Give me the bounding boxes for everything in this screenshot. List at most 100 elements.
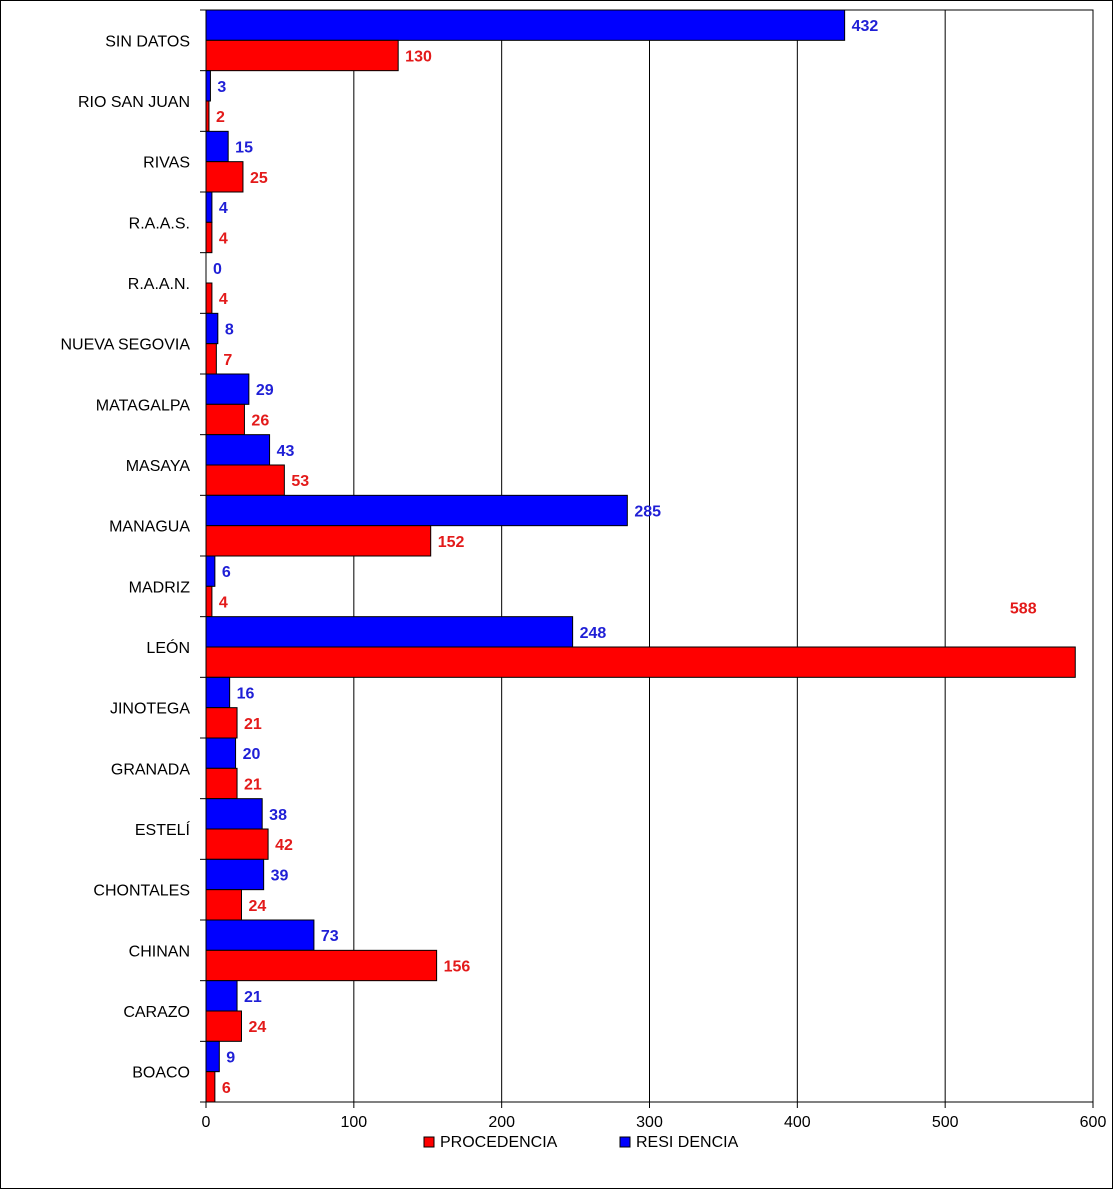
bar-procedencia xyxy=(205,221,213,254)
x-tick-label-500: 500 xyxy=(932,1114,959,1131)
category-label: CARAZO xyxy=(123,1004,190,1021)
bar-procedencia xyxy=(205,707,238,739)
category-label: MATAGALPA xyxy=(96,397,191,414)
bar-procedencia xyxy=(205,767,238,800)
data-label-residencia: 39 xyxy=(271,868,289,885)
data-label-residencia: 29 xyxy=(256,382,274,399)
bar-procedencia xyxy=(205,525,432,557)
data-label-procedencia: 588 xyxy=(1010,601,1037,618)
bar-residencia xyxy=(205,555,216,587)
data-label-procedencia: 21 xyxy=(244,777,262,794)
legend-label-0: PROCEDENCIA xyxy=(440,1134,558,1151)
data-label-procedencia: 21 xyxy=(244,716,262,733)
category-label: MADRIZ xyxy=(129,579,191,596)
bar-procedencia xyxy=(205,39,399,72)
bar-procedencia xyxy=(205,464,285,496)
data-label-procedencia: 130 xyxy=(405,49,432,66)
data-label-residencia: 20 xyxy=(243,746,261,763)
data-label-procedencia: 42 xyxy=(275,837,293,854)
data-label-residencia: 248 xyxy=(580,625,607,642)
bar-residencia xyxy=(205,616,574,648)
x-tick-label-600: 600 xyxy=(1080,1114,1107,1131)
data-label-procedencia: 4 xyxy=(219,231,228,248)
bar-procedencia xyxy=(205,403,245,436)
bar-residencia xyxy=(205,70,211,102)
bar-residencia xyxy=(205,434,271,466)
bar-procedencia xyxy=(205,949,438,982)
bar-residencia xyxy=(205,1040,220,1073)
x-tick-label-300: 300 xyxy=(636,1114,663,1131)
data-label-procedencia: 152 xyxy=(438,534,465,551)
data-label-procedencia: 53 xyxy=(291,473,309,490)
category-label: RIO SAN JUAN xyxy=(78,94,190,111)
category-label: MASAYA xyxy=(126,458,191,475)
bar-residencia xyxy=(205,9,846,41)
data-label-residencia: 285 xyxy=(634,504,661,521)
data-label-procedencia: 156 xyxy=(444,959,471,976)
x-tick-label-400: 400 xyxy=(784,1114,811,1131)
data-label-procedencia: 4 xyxy=(219,595,228,612)
category-label: R.A.A.S. xyxy=(129,215,190,232)
category-label: NUEVA SEGOVIA xyxy=(60,337,190,354)
bar-residencia xyxy=(205,191,213,223)
category-label: LEÓN xyxy=(146,638,190,657)
data-label-procedencia: 26 xyxy=(251,413,269,430)
legend-swatch-1 xyxy=(619,1136,631,1148)
category-label: SIN DATOS xyxy=(105,33,190,50)
data-label-residencia: 6 xyxy=(222,564,231,581)
bar-residencia xyxy=(205,737,237,769)
bar-procedencia xyxy=(205,282,213,314)
bar-procedencia xyxy=(205,100,210,132)
category-label: BOACO xyxy=(132,1065,190,1082)
category-label: CHINAN xyxy=(129,943,190,960)
category-label: CHONTALES xyxy=(93,883,190,900)
bar-residencia xyxy=(205,919,315,951)
data-label-procedencia: 24 xyxy=(248,898,266,915)
bar-procedencia xyxy=(205,1010,242,1042)
data-label-residencia: 9 xyxy=(226,1050,235,1067)
data-label-residencia: 21 xyxy=(244,989,262,1006)
data-label-procedencia: 24 xyxy=(248,1019,266,1036)
bar-procedencia xyxy=(205,828,269,860)
bar-procedencia xyxy=(205,161,244,193)
data-label-residencia: 16 xyxy=(237,686,255,703)
data-label-residencia: 15 xyxy=(235,140,253,157)
bar-procedencia xyxy=(205,343,217,375)
data-label-residencia: 43 xyxy=(277,443,295,460)
category-label: GRANADA xyxy=(111,761,190,778)
category-label: MANAGUA xyxy=(109,519,190,536)
bar-residencia xyxy=(205,980,238,1012)
legend-swatch-0 xyxy=(423,1136,435,1148)
data-label-residencia: 0 xyxy=(213,261,222,278)
bar-procedencia xyxy=(205,585,213,618)
data-label-residencia: 432 xyxy=(852,18,879,35)
bar-residencia xyxy=(205,373,250,405)
data-label-residencia: 38 xyxy=(269,807,287,824)
bar-residencia xyxy=(205,676,231,709)
legend-label-1: RESI DENCIA xyxy=(636,1134,739,1151)
category-label: JINOTEGA xyxy=(110,701,190,718)
bar-residencia xyxy=(205,130,229,163)
data-label-procedencia: 4 xyxy=(219,291,228,308)
data-label-residencia: 73 xyxy=(321,928,339,945)
category-label: ESTELÍ xyxy=(135,820,191,839)
bar-residencia xyxy=(205,798,263,830)
bar-procedencia xyxy=(205,1071,216,1103)
bar-procedencia xyxy=(205,646,1076,678)
data-label-procedencia: 6 xyxy=(222,1080,231,1097)
data-label-residencia: 3 xyxy=(217,79,226,96)
bar-procedencia xyxy=(205,889,242,921)
x-tick-label-100: 100 xyxy=(340,1114,367,1131)
data-label-residencia: 8 xyxy=(225,322,234,339)
category-label: R.A.A.N. xyxy=(128,276,190,293)
data-label-residencia: 4 xyxy=(219,200,228,217)
category-label: RIVAS xyxy=(143,155,190,172)
x-tick-label-0: 0 xyxy=(202,1114,211,1131)
x-tick-label-200: 200 xyxy=(488,1114,515,1131)
data-label-procedencia: 7 xyxy=(223,352,232,369)
data-label-procedencia: 2 xyxy=(216,109,225,126)
bar-residencia xyxy=(205,858,265,891)
